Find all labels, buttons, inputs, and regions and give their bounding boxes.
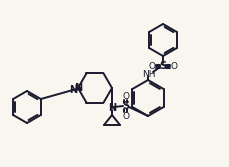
Text: O: O [122,112,129,121]
Text: O: O [170,61,177,70]
Text: N: N [107,103,116,113]
Text: S: S [159,61,166,71]
Text: S: S [122,101,129,111]
Text: N: N [74,83,82,93]
Text: O: O [122,92,129,101]
Text: O: O [148,61,155,70]
Text: N: N [69,85,77,95]
Text: NH: NH [142,69,155,78]
